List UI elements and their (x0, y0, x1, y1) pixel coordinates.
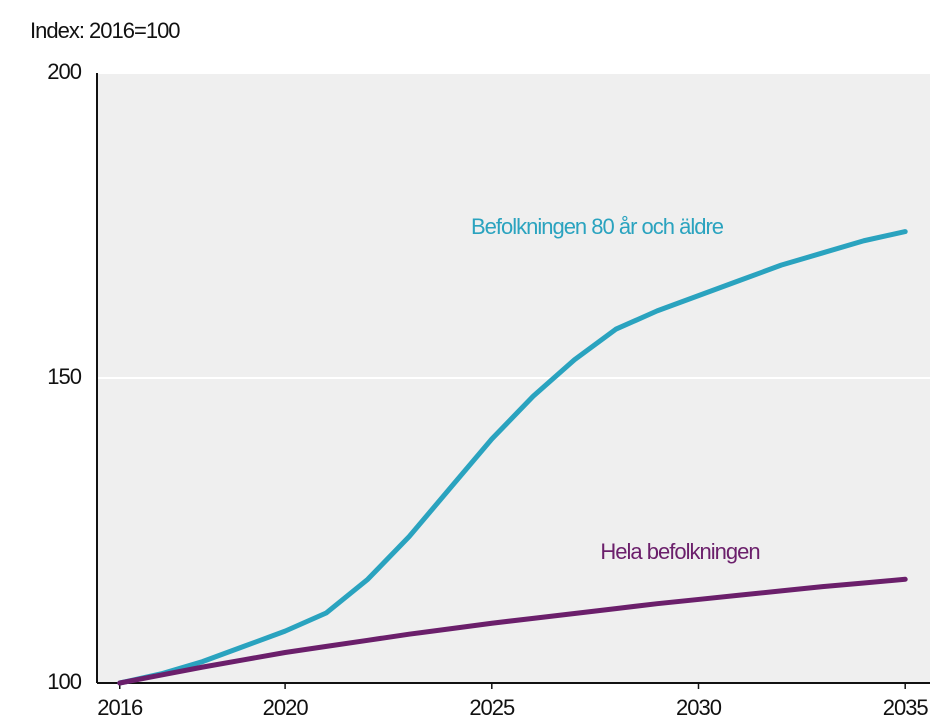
y-tick-label: 200 (47, 59, 81, 84)
chart-title: Index: 2016=100 (30, 18, 180, 43)
y-tick-label: 150 (47, 364, 81, 389)
x-tick-label: 2020 (263, 695, 309, 720)
x-tick-label: 2035 (883, 695, 929, 720)
x-tick-label: 2016 (97, 695, 143, 720)
x-tick-label: 2030 (676, 695, 722, 720)
series-label: Befolkningen 80 år och äldre (471, 214, 724, 239)
series-label: Hela befolkningen (600, 539, 759, 564)
series-line (117, 229, 908, 686)
y-tick-label: 100 (47, 669, 81, 694)
x-tick-label: 2025 (469, 695, 515, 720)
series-line (117, 576, 908, 686)
